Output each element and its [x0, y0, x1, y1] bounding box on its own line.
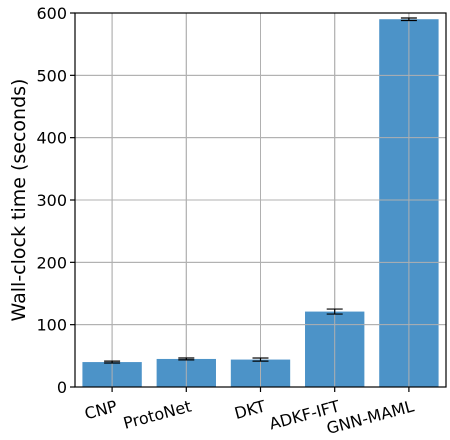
x-tick-label: CNP [83, 396, 120, 423]
y-tick-label: 100 [36, 316, 67, 335]
y-tick-label: 400 [36, 129, 67, 148]
y-axis-ticks: 0 100 200 300 400 500 600 [36, 4, 75, 397]
y-tick-label: 0 [57, 378, 67, 397]
y-tick-label: 200 [36, 253, 67, 272]
y-axis-label: Wall-clock time (seconds) [8, 79, 30, 322]
y-tick-label: 500 [36, 66, 67, 85]
y-tick-label: 300 [36, 191, 67, 210]
x-tick-label: DKT [232, 396, 267, 423]
x-tick-label: ProtoNet [121, 397, 193, 433]
y-tick-label: 600 [36, 4, 67, 23]
